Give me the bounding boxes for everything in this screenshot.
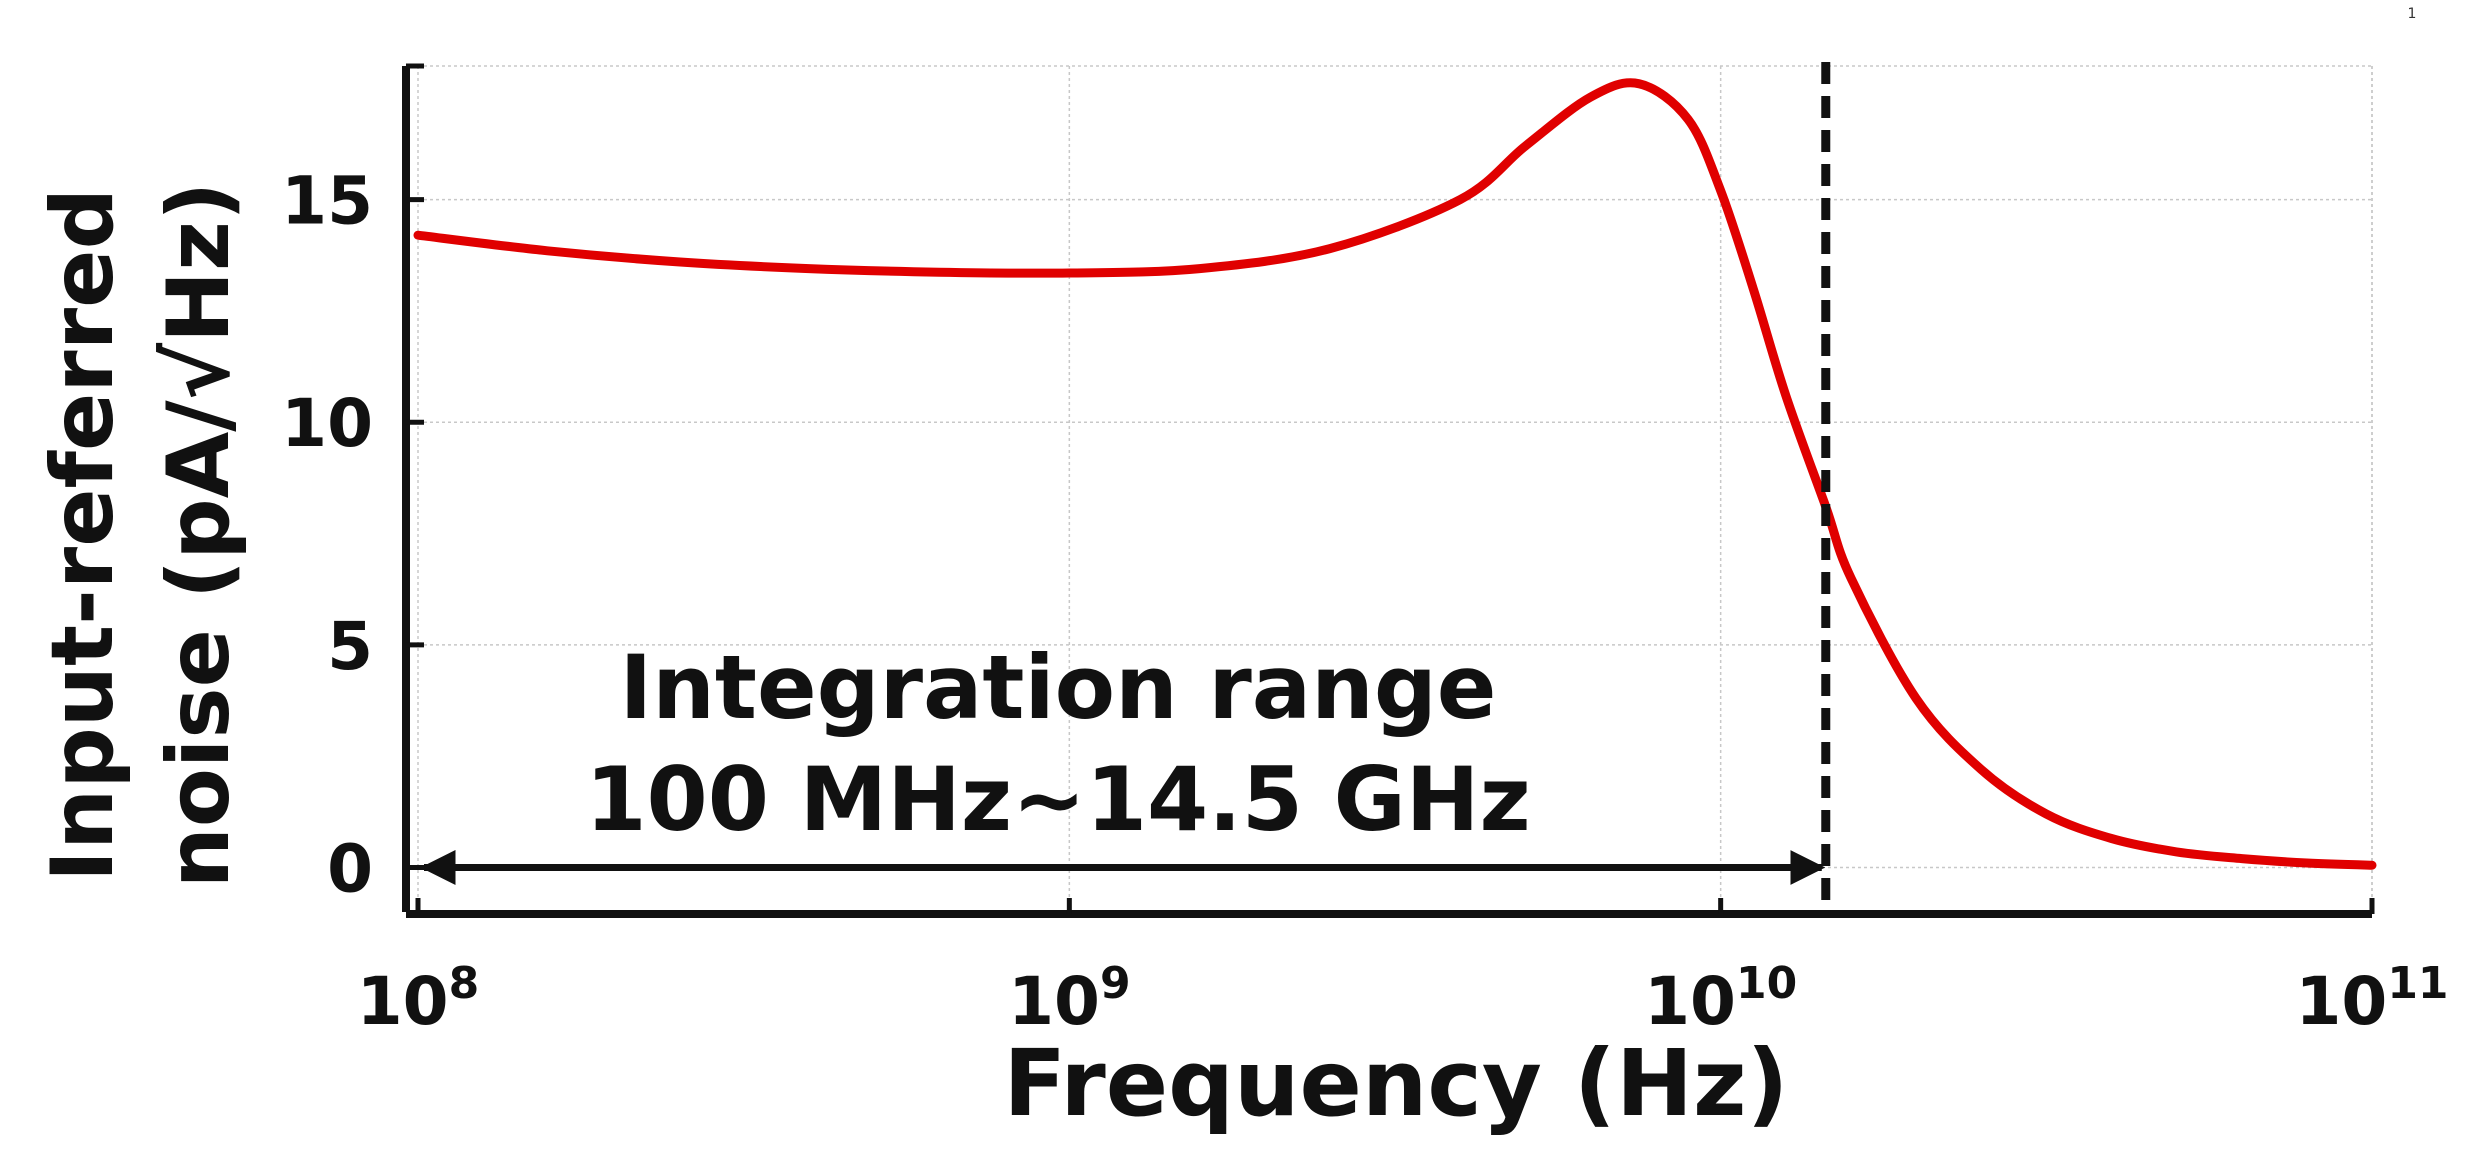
x-tick-exponent: 10 xyxy=(1736,958,1797,1009)
noise-curve xyxy=(413,78,2377,870)
annotation-line2: 100 MHz~14.5 GHz xyxy=(585,748,1530,851)
x-tick-base: 10 xyxy=(1644,963,1736,1040)
y-tick-label: 5 xyxy=(327,608,373,685)
x-tick-label: 1011 xyxy=(2295,958,2448,1040)
corner-page-mark: 1 xyxy=(2408,6,2417,22)
x-tick-label: 1010 xyxy=(1644,958,1797,1040)
y-axis-title-line1: Input-referred xyxy=(33,188,133,882)
axis-labels: Frequency (Hz) Input-referred noise (pA/… xyxy=(33,182,1789,1137)
y-axis-title-line2: noise (pA/√Hz) xyxy=(149,182,249,889)
y-tick-label: 15 xyxy=(281,163,373,240)
y-tick-label: 0 xyxy=(327,830,373,907)
x-tick-exponent: 9 xyxy=(1100,958,1131,1009)
x-tick-base: 10 xyxy=(1008,963,1100,1040)
series xyxy=(413,62,2377,912)
x-tick-base: 10 xyxy=(2295,963,2387,1040)
x-axis-title: Frequency (Hz) xyxy=(1003,1030,1788,1137)
x-tick-base: 10 xyxy=(357,963,449,1040)
annotation: Integration range 100 MHz~14.5 GHz xyxy=(420,636,1826,885)
annotation-line1: Integration range xyxy=(620,636,1497,739)
x-tick-label: 108 xyxy=(357,958,479,1040)
y-tick-label: 10 xyxy=(281,385,373,462)
x-tick-label: 109 xyxy=(1008,958,1130,1040)
x-tick-exponent: 8 xyxy=(449,958,480,1009)
x-tick-exponent: 11 xyxy=(2387,958,2448,1009)
